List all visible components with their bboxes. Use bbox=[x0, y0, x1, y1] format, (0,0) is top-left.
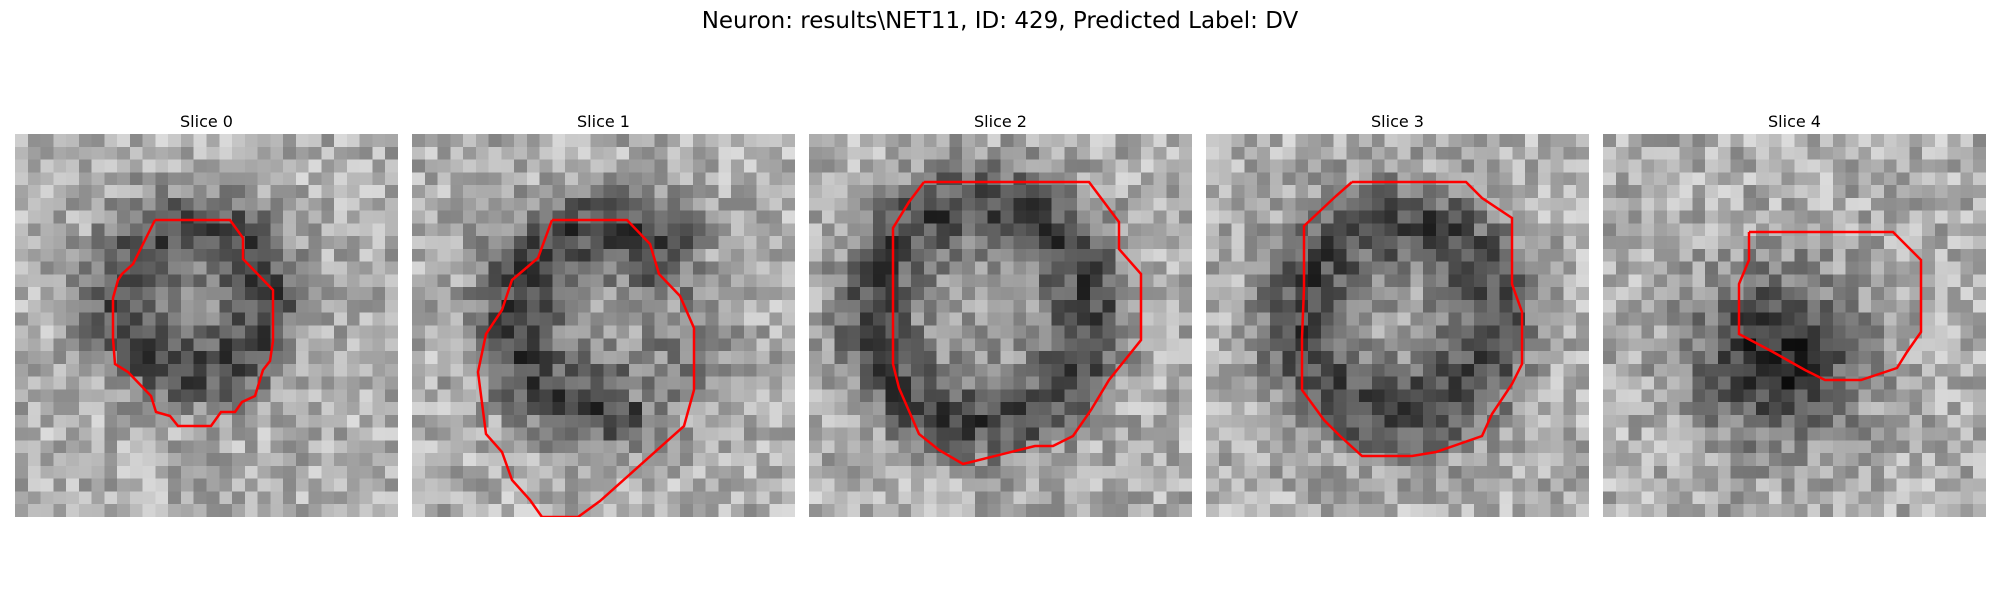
slice-image bbox=[809, 134, 1192, 517]
slice-title: Slice 1 bbox=[577, 112, 630, 131]
slice-title: Slice 2 bbox=[974, 112, 1027, 131]
figure-title: Neuron: results\NET11, ID: 429, Predicte… bbox=[701, 8, 1299, 34]
slice-image bbox=[1206, 134, 1589, 517]
neuron-contour bbox=[1737, 230, 1923, 382]
slice-panel-4: Slice 4 bbox=[1603, 110, 1986, 517]
slice-panel-3: Slice 3 bbox=[1206, 110, 1589, 517]
slice-panel-1: Slice 1 bbox=[412, 110, 795, 517]
slice-title: Slice 3 bbox=[1371, 112, 1424, 131]
slice-image bbox=[412, 134, 795, 517]
neuron-contour bbox=[1300, 180, 1524, 458]
slice-title: Slice 4 bbox=[1768, 112, 1821, 131]
slice-image bbox=[15, 134, 398, 517]
neuron-contour bbox=[111, 218, 275, 428]
slice-panel-2: Slice 2 bbox=[809, 110, 1192, 517]
neuron-contour bbox=[891, 180, 1143, 466]
slice-panel-0: Slice 0 bbox=[15, 110, 398, 517]
slice-title: Slice 0 bbox=[180, 112, 233, 131]
neuron-contour bbox=[476, 218, 696, 517]
